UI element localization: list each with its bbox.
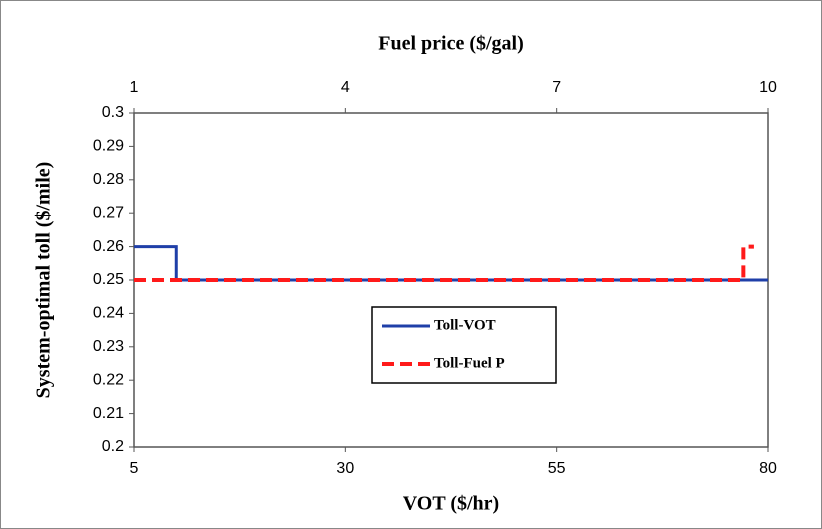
y-tick-label: 0.25	[93, 271, 124, 288]
x-tick-label: 30	[336, 460, 354, 477]
y-tick-label: 0.24	[93, 305, 124, 322]
y-tick-label: 0.21	[93, 405, 124, 422]
y-tick-label: 0.28	[93, 171, 124, 188]
y-tick-label: 0.3	[102, 104, 124, 121]
y-tick-label: 0.23	[93, 338, 124, 355]
x2-tick-label: 10	[759, 79, 777, 96]
legend: Toll-VOT Toll-Fuel P	[371, 306, 557, 384]
x2-tick-label: 1	[130, 79, 139, 96]
y-tick-label: 0.2	[102, 438, 124, 455]
x2-axis-title: Fuel price ($/gal)	[378, 33, 524, 55]
y-tick-label: 0.27	[93, 204, 124, 221]
series-line	[134, 245, 768, 282]
y-axis-title: System-optimal toll ($/mile)	[33, 162, 55, 399]
y-tick-label: 0.29	[93, 138, 124, 155]
legend-box	[371, 306, 557, 384]
legend-label: Toll-Fuel P	[434, 355, 505, 371]
x2-tick-label: 7	[552, 79, 561, 96]
x2-tick-label: 4	[341, 79, 350, 96]
x-tick-label: 80	[759, 460, 777, 477]
legend-label: Toll-VOT	[434, 317, 496, 333]
series-line	[134, 244, 754, 282]
y-tick-label: 0.26	[93, 238, 124, 255]
x-axis-title: VOT ($/hr)	[403, 493, 499, 515]
y-tick-label: 0.22	[93, 371, 124, 388]
x-tick-label: 5	[130, 460, 139, 477]
x-tick-label: 55	[548, 460, 566, 477]
